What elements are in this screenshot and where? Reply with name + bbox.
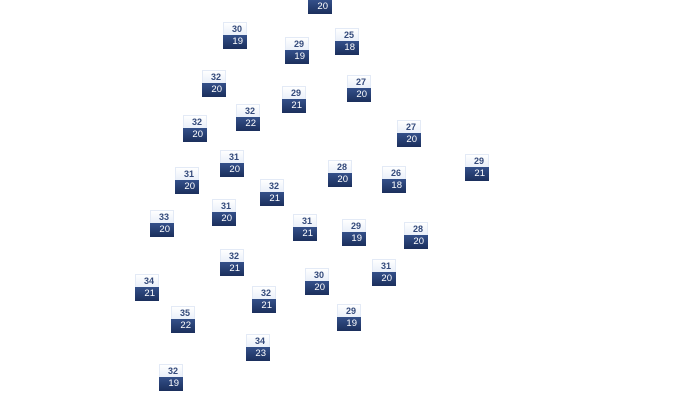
temperature-marker[interactable]: 25 18 [335,28,359,55]
high-temperature: 32 [202,70,226,83]
low-temperature: 21 [220,262,244,276]
high-temperature: 26 [382,166,406,179]
temperature-marker[interactable]: 28 20 [328,160,352,187]
low-temperature: 20 [183,128,207,142]
high-temperature: 32 [183,115,207,128]
temperature-marker[interactable]: 32 21 [220,249,244,276]
low-temperature: 20 [397,133,421,147]
low-temperature: 22 [171,319,195,333]
low-temperature: 19 [285,50,309,64]
temperature-marker[interactable]: 32 20 [183,115,207,142]
low-temperature: 21 [135,287,159,301]
high-temperature: 27 [397,120,421,133]
low-temperature: 19 [337,317,361,331]
low-temperature: 18 [382,179,406,193]
temperature-marker[interactable]: 31 20 [220,150,244,177]
low-temperature: 21 [252,299,276,313]
temperature-marker[interactable]: 31 20 [212,199,236,226]
high-temperature: 33 [150,210,174,223]
high-temperature: 28 [404,222,428,235]
high-temperature: 32 [159,364,183,377]
low-temperature: 23 [246,347,270,361]
temperature-marker[interactable]: 27 20 [397,120,421,147]
low-temperature: 20 [404,235,428,249]
high-temperature: 29 [337,304,361,317]
low-temperature: 20 [212,212,236,226]
high-temperature: 29 [465,154,489,167]
high-temperature: 31 [293,214,317,227]
temperature-marker[interactable]: 31 20 [372,259,396,286]
low-temperature: 20 [328,173,352,187]
low-temperature: 20 [347,88,371,102]
high-temperature: 34 [246,334,270,347]
temperature-marker[interactable]: 28 20 [404,222,428,249]
low-temperature: 20 [372,272,396,286]
low-temperature: 20 [150,223,174,237]
temperature-marker[interactable]: 32 21 [252,286,276,313]
high-temperature: 31 [220,150,244,163]
high-temperature: 32 [252,286,276,299]
temperature-marker[interactable]: 31 21 [293,214,317,241]
high-temperature: 29 [285,37,309,50]
low-temperature: 20 [308,0,332,14]
low-temperature: 21 [465,167,489,181]
high-temperature: 29 [342,219,366,232]
temperature-marker[interactable]: 27 20 [347,75,371,102]
low-temperature: 20 [305,281,329,295]
high-temperature: 34 [135,274,159,287]
high-temperature: 27 [347,75,371,88]
low-temperature: 22 [236,117,260,131]
low-temperature: 21 [282,99,306,113]
temperature-marker[interactable]: 20 [308,0,332,14]
low-temperature: 21 [293,227,317,241]
low-temperature: 20 [175,180,199,194]
temperature-marker[interactable]: 30 19 [223,22,247,49]
high-temperature: 31 [372,259,396,272]
temperature-marker[interactable]: 32 19 [159,364,183,391]
low-temperature: 19 [223,35,247,49]
low-temperature: 21 [260,192,284,206]
temperature-marker[interactable]: 29 21 [282,86,306,113]
temperature-marker[interactable]: 34 23 [246,334,270,361]
high-temperature: 35 [171,306,195,319]
high-temperature: 28 [328,160,352,173]
temperature-marker[interactable]: 30 20 [305,268,329,295]
temperature-marker[interactable]: 29 19 [285,37,309,64]
high-temperature: 31 [175,167,199,180]
low-temperature: 19 [159,377,183,391]
temperature-marker[interactable]: 33 20 [150,210,174,237]
high-temperature: 25 [335,28,359,41]
temperature-marker[interactable]: 29 19 [337,304,361,331]
temperature-marker[interactable]: 31 20 [175,167,199,194]
high-temperature: 32 [260,179,284,192]
temperature-marker[interactable]: 32 21 [260,179,284,206]
temperature-marker[interactable]: 35 22 [171,306,195,333]
temperature-marker[interactable]: 26 18 [382,166,406,193]
temperature-marker[interactable]: 34 21 [135,274,159,301]
temperature-marker[interactable]: 32 22 [236,104,260,131]
high-temperature: 31 [212,199,236,212]
temperature-marker[interactable]: 32 20 [202,70,226,97]
high-temperature: 32 [220,249,244,262]
low-temperature: 20 [220,163,244,177]
high-temperature: 30 [305,268,329,281]
high-temperature: 30 [223,22,247,35]
low-temperature: 19 [342,232,366,246]
low-temperature: 20 [202,83,226,97]
high-temperature: 29 [282,86,306,99]
low-temperature: 18 [335,41,359,55]
high-temperature: 32 [236,104,260,117]
temperature-marker[interactable]: 29 19 [342,219,366,246]
temperature-marker[interactable]: 29 21 [465,154,489,181]
